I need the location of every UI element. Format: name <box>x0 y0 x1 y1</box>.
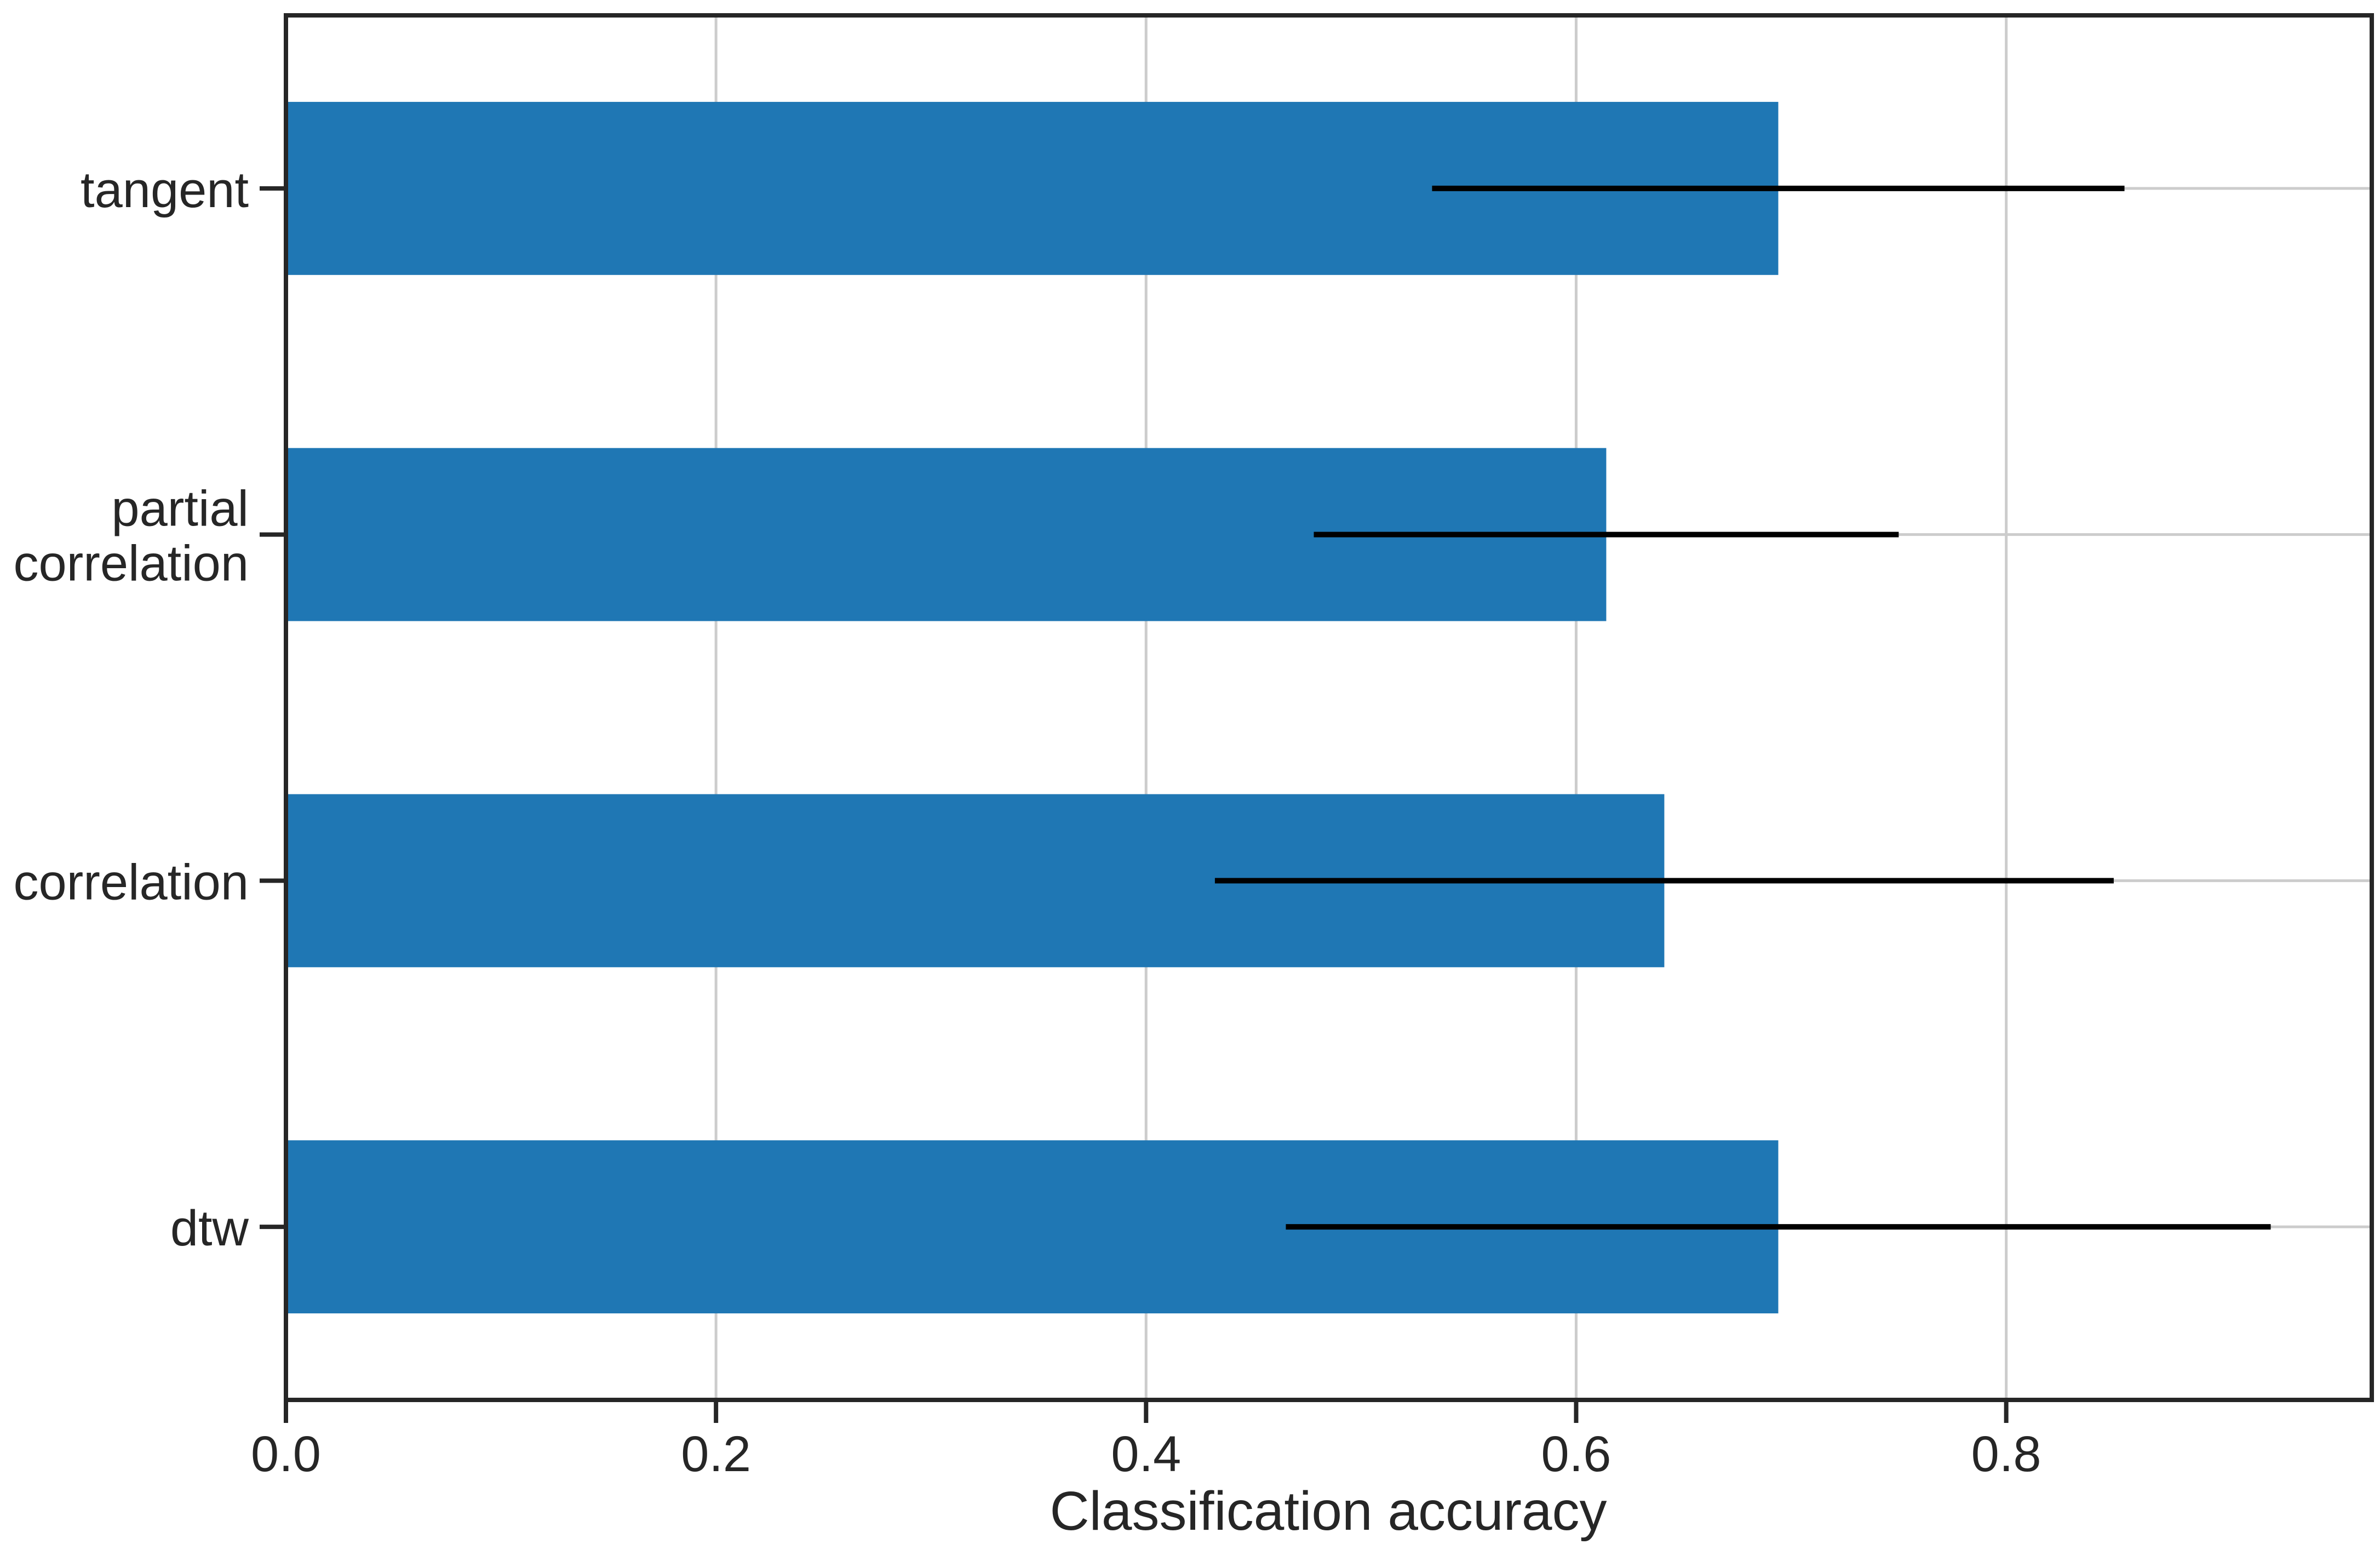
plot-frame <box>284 13 2374 1402</box>
y-tick-label-1: correlation <box>13 854 249 910</box>
y-tick-label-3: tangent <box>81 162 249 218</box>
bars-layer <box>286 101 1779 1314</box>
x-axis-title: Classification accuracy <box>1050 1480 1607 1542</box>
x-tick-label-4: 0.8 <box>1971 1426 2041 1482</box>
y-tick-label-2: partial correlation <box>13 481 249 592</box>
y-tick-label-0: dtw <box>170 1200 249 1256</box>
labels-layer: 0.0 0.2 0.4 0.6 0.8 dtw correlation partial corr… <box>13 162 2041 1482</box>
x-tick-label-2: 0.4 <box>1111 1426 1181 1482</box>
axes-layer <box>260 13 2374 1423</box>
x-tick-label-3: 0.6 <box>1541 1426 1611 1482</box>
x-tick-label-1: 0.2 <box>681 1426 751 1482</box>
x-tick-label-0: 0.0 <box>251 1426 321 1482</box>
error-bars-layer <box>1214 185 2271 1230</box>
